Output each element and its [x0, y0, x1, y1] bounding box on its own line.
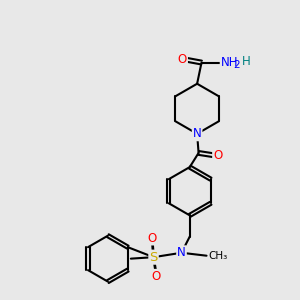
Text: O: O — [152, 270, 161, 283]
Text: CH₃: CH₃ — [208, 251, 227, 261]
Text: N: N — [193, 127, 202, 140]
Text: N: N — [177, 246, 186, 259]
Text: O: O — [178, 52, 187, 65]
Text: H: H — [242, 56, 250, 68]
Text: 2: 2 — [233, 60, 240, 70]
Text: O: O — [213, 149, 222, 162]
Text: O: O — [147, 232, 157, 244]
Text: NH: NH — [221, 56, 238, 69]
Text: S: S — [149, 251, 158, 264]
